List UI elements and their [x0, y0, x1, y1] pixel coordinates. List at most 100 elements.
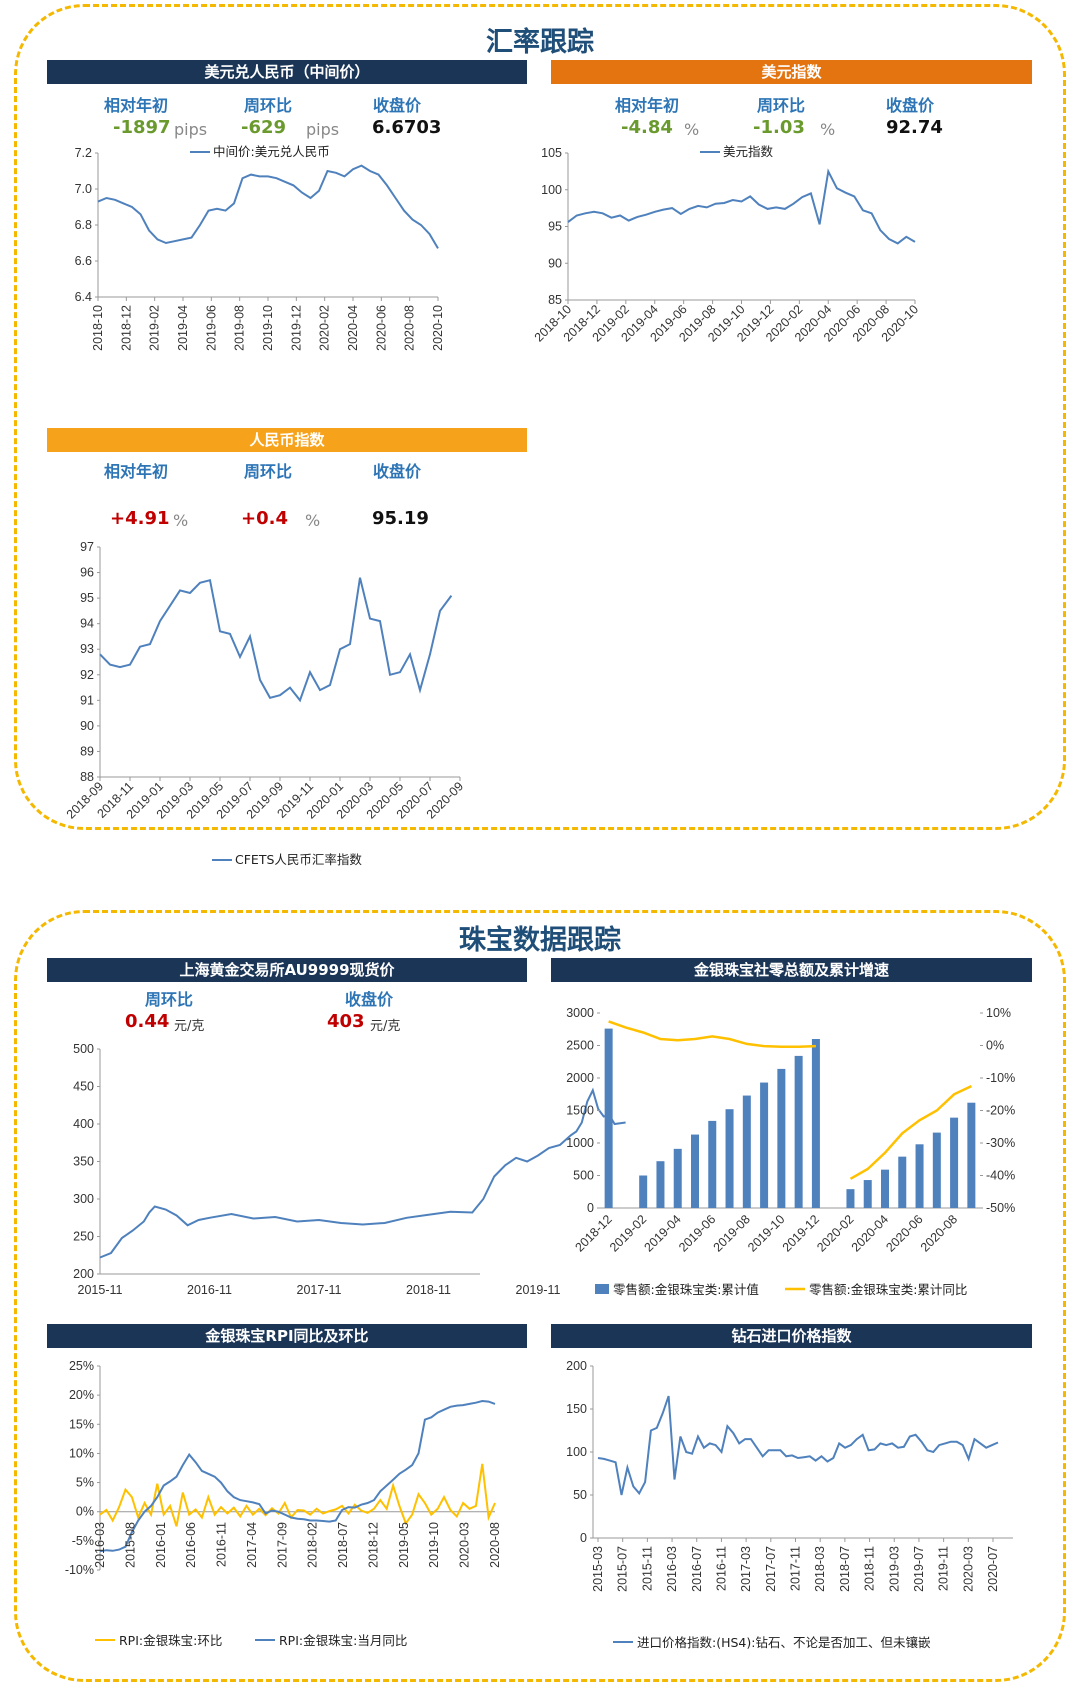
- usdcny-header: 美元兑人民币（中间价）: [47, 60, 527, 84]
- diamond-xtick: 2019-11: [937, 1546, 951, 1591]
- cfets-ytick: 88: [80, 770, 94, 784]
- cfets-series-line: [99, 577, 453, 703]
- rpi-chart: 25% 20% 15% 10% 5% 0% -5% -10%2016-03 2015-08 201…: [65, 1359, 502, 1648]
- rpi-xtick: 2017-04: [245, 1522, 259, 1568]
- cfets-wow-value: +0.4: [241, 508, 288, 529]
- diamond-ytick: 50: [573, 1488, 587, 1502]
- au9999-wow-value: 0.44: [125, 1011, 170, 1032]
- retail-right-ytick: -30%: [986, 1136, 1015, 1150]
- rpi-xtick: 2016-06: [184, 1522, 198, 1568]
- retail-right-ytick: 0%: [986, 1039, 1004, 1053]
- diamond-xtick: 2016-11: [714, 1546, 728, 1591]
- cfets-legend-label: CFETS人民币汇率指数: [235, 852, 362, 867]
- retail-bar: [656, 1161, 665, 1208]
- au9999-xtick: 2015-11: [78, 1283, 123, 1297]
- jewelry-section: [14, 910, 1066, 1682]
- usdcny-close-value: 6.6703: [372, 117, 442, 138]
- retail-header: 金银珠宝社零总额及累计增速: [551, 958, 1032, 982]
- usdcny-xtick: 2020-04: [346, 305, 360, 351]
- diamond-legend-label: 进口价格指数:(HS4):钻石、不论是否加工、但未镶嵌: [637, 1635, 930, 1650]
- retail-xtick: 2019-10: [745, 1212, 787, 1254]
- au9999-label-wow: 周环比: [145, 990, 194, 1009]
- retail-right-ytick: -40%: [986, 1169, 1015, 1183]
- cfets-ytick: 96: [80, 566, 94, 580]
- au9999-ytick: 450: [73, 1080, 94, 1094]
- usdcny-ytd-value: -1897: [113, 117, 171, 138]
- retail-xtick: 2019-12: [780, 1212, 822, 1254]
- cfets-header: 人民币指数: [47, 428, 527, 452]
- retail-right-ytick: 10%: [986, 1006, 1011, 1020]
- retail-bar: [604, 1028, 613, 1208]
- dxy-ytick: 90: [548, 256, 562, 270]
- cfets-label-ytd: 相对年初: [104, 462, 169, 481]
- cfets-ytick: 89: [80, 744, 94, 758]
- usdcny-ytick: 6.8: [75, 218, 92, 232]
- cfets-ytick: 91: [80, 693, 94, 707]
- retail-left-ytick: 2500: [566, 1039, 594, 1053]
- au9999-ytick: 250: [73, 1230, 94, 1244]
- rpi-xtick: 2019-10: [427, 1522, 441, 1568]
- retail-bar: [863, 1180, 872, 1208]
- cfets-ytd-value: +4.91: [110, 508, 170, 529]
- rpi-xtick: 2018-02: [306, 1522, 320, 1568]
- au9999-xtick: 2017-11: [297, 1283, 342, 1297]
- retail-growth-line: [608, 1020, 972, 1180]
- diamond-xtick: 2019-07: [912, 1546, 926, 1592]
- retail-bar: [811, 1039, 820, 1208]
- rpi-ytick: 25%: [69, 1359, 94, 1373]
- rpi-ytick: -5%: [72, 1534, 94, 1548]
- retail-left-ytick: 3000: [566, 1006, 594, 1020]
- au9999-ytick: 300: [73, 1192, 94, 1206]
- usdcny-xtick: 2019-12: [289, 305, 303, 351]
- cfets-ytick: 97: [80, 540, 94, 554]
- rpi-ytick: -10%: [65, 1563, 94, 1577]
- diamond-xtick: 2020-03: [961, 1546, 975, 1592]
- retail-bar: [898, 1156, 907, 1208]
- rpi-yoy-line: [99, 1399, 496, 1553]
- au9999-header: 上海黄金交易所AU9999现货价: [47, 958, 527, 982]
- usdcny-xtick: 2018-12: [119, 305, 133, 351]
- retail-legend-bar-swatch: [595, 1284, 609, 1294]
- diamond-xtick: 2018-03: [813, 1546, 827, 1592]
- usdcny-xtick: 2019-04: [176, 305, 190, 351]
- retail-bar: [932, 1132, 941, 1208]
- diamond-xtick: 2017-07: [764, 1546, 778, 1592]
- retail-xtick: 2020-06: [883, 1212, 925, 1254]
- cfets-label-close: 收盘价: [373, 462, 422, 481]
- rpi-legend-mom-label: RPI:金银珠宝:环比: [119, 1633, 222, 1648]
- cfets-ytick: 95: [80, 591, 94, 605]
- diamond-xtick: 2016-07: [690, 1546, 704, 1592]
- diamond-xtick: 2020-07: [986, 1546, 1000, 1592]
- cfets-ytick: 92: [80, 668, 94, 682]
- au9999-ytick: 200: [73, 1267, 94, 1281]
- retail-bar: [950, 1117, 959, 1208]
- usdcny-xtick: 2020-02: [318, 305, 332, 351]
- retail-xtick: 2020-08: [918, 1212, 960, 1254]
- retail-xtick: 2019-02: [607, 1212, 649, 1254]
- retail-left-ytick: 1000: [566, 1136, 594, 1150]
- usdcny-xtick: 2019-08: [233, 305, 247, 351]
- rpi-header: 金银珠宝RPI同比及环比: [47, 1324, 527, 1348]
- dxy-header: 美元指数: [551, 60, 1032, 84]
- au9999-ytick: 500: [73, 1042, 94, 1056]
- dxy-ytd-unit: %: [684, 120, 700, 139]
- retail-bar: [760, 1082, 769, 1208]
- retail-bar: [967, 1102, 976, 1208]
- dxy-legend-label: 美元指数: [723, 144, 774, 159]
- rpi-ytick: 5%: [76, 1476, 94, 1490]
- retail-bar: [915, 1144, 924, 1208]
- retail-right-ytick: -10%: [986, 1071, 1015, 1085]
- usdcny-ytick: 6.4: [75, 290, 92, 304]
- au9999-ytick: 400: [73, 1117, 94, 1131]
- cfets-wow-unit: %: [305, 511, 321, 530]
- retail-xtick: 2020-04: [849, 1212, 891, 1254]
- retail-bar: [794, 1055, 803, 1208]
- fx-section: [14, 4, 1066, 830]
- retail-chart: 3000 2500 2000 1500 1000 500 0 10% 0% -10% -20% -30…: [566, 1006, 1015, 1297]
- cfets-ytick: 93: [80, 642, 94, 656]
- retail-xtick: 2019-04: [642, 1212, 684, 1254]
- dxy-label-ytd: 相对年初: [615, 96, 680, 115]
- dxy-chart: 1051009590852018-102018-122019-022019-04…: [532, 144, 921, 345]
- cfets-close-value: 95.19: [372, 508, 429, 529]
